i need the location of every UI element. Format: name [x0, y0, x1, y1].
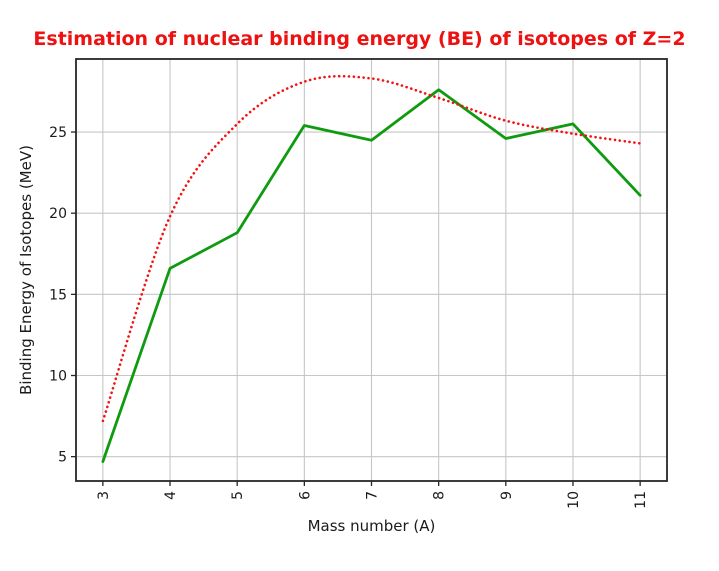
- y-tick-label: 20: [49, 206, 67, 222]
- series-green-solid-line: [101, 88, 642, 463]
- x-tick-label: 6: [297, 491, 313, 500]
- y-axis-label: Binding Energy of Isotopes (MeV): [17, 145, 35, 395]
- series-red-dotted-line: [101, 74, 642, 423]
- x-tick-label: 3: [96, 491, 112, 500]
- y-tick-label: 15: [49, 287, 67, 303]
- x-tick-label: 7: [365, 491, 381, 500]
- x-tick-label: 10: [566, 491, 582, 509]
- plot-border: [75, 58, 668, 482]
- y-tick-label: 5: [58, 450, 67, 466]
- x-tick-label: 9: [499, 491, 515, 500]
- y-tick-label: 25: [49, 125, 67, 141]
- x-tick-label: 4: [163, 491, 179, 500]
- x-tick-label: 8: [432, 491, 448, 500]
- y-tick-label: 10: [49, 369, 67, 385]
- x-tick-label: 11: [633, 491, 649, 509]
- x-axis-label: Mass number (A): [308, 517, 436, 535]
- x-tick-label: 5: [230, 491, 246, 500]
- chart-title: Estimation of nuclear binding energy (BE…: [33, 28, 686, 50]
